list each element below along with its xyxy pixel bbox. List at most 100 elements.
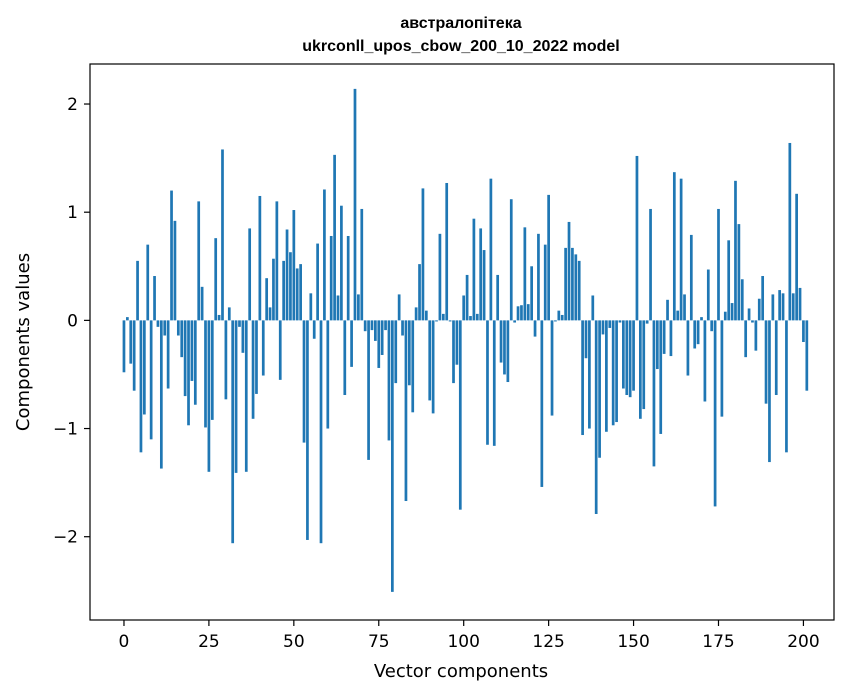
- bar: [329, 235, 333, 321]
- bar: [475, 313, 479, 321]
- bar: [577, 260, 581, 321]
- bar: [333, 154, 336, 321]
- bar: [710, 320, 714, 332]
- bar: [486, 320, 489, 445]
- x-tick-label: 100: [447, 632, 479, 652]
- bar: [757, 298, 761, 321]
- y-tick-label: −2: [53, 528, 78, 548]
- bar: [737, 224, 741, 321]
- bar: [720, 320, 724, 417]
- x-tick-label: 50: [283, 632, 305, 652]
- y-tick-label: 2: [67, 95, 78, 115]
- bar: [751, 320, 754, 323]
- bar: [683, 294, 686, 321]
- bar: [309, 293, 313, 321]
- bar: [394, 320, 398, 384]
- bar: [397, 294, 401, 321]
- bar: [669, 320, 673, 357]
- bar: [126, 317, 129, 321]
- bar: [764, 320, 768, 404]
- bar: [306, 320, 309, 540]
- bar: [132, 320, 136, 391]
- y-tick-label: 0: [67, 311, 78, 331]
- bar: [774, 320, 778, 396]
- bar: [445, 182, 449, 321]
- bar: [129, 320, 133, 364]
- bar: [407, 320, 411, 386]
- bar: [622, 320, 625, 389]
- bar: [159, 320, 163, 469]
- bar: [455, 320, 459, 365]
- bar: [672, 172, 676, 321]
- bar: [377, 320, 381, 368]
- bar: [275, 201, 279, 321]
- bar: [153, 276, 156, 321]
- bar: [431, 320, 435, 414]
- bar: [730, 303, 734, 321]
- bar: [662, 320, 666, 354]
- bar: [187, 320, 190, 426]
- bar: [435, 320, 438, 322]
- bar: [554, 320, 557, 322]
- bar: [346, 235, 350, 321]
- bar: [513, 320, 517, 323]
- bar: [550, 320, 554, 416]
- bar: [289, 252, 292, 321]
- bar: [367, 320, 370, 460]
- bar: [224, 320, 228, 400]
- bar: [458, 320, 462, 510]
- bar: [723, 311, 727, 321]
- bar: [533, 320, 537, 337]
- bar: [516, 306, 520, 321]
- bar: [601, 320, 605, 335]
- bar: [265, 278, 269, 321]
- bar: [268, 307, 272, 321]
- bar: [340, 205, 343, 321]
- bar: [788, 142, 792, 321]
- x-tick-label: 125: [532, 632, 564, 652]
- bar: [605, 320, 608, 432]
- bar: [200, 286, 204, 321]
- bar: [564, 247, 567, 321]
- bar: [343, 320, 347, 396]
- bar: [503, 320, 506, 375]
- bar: [649, 208, 652, 321]
- bar: [469, 316, 472, 321]
- bar: [625, 320, 629, 396]
- bar: [594, 320, 598, 514]
- bar: [608, 320, 612, 328]
- bar: [170, 190, 173, 321]
- bar: [292, 210, 296, 321]
- bar: [761, 276, 765, 321]
- x-tick-label: 25: [198, 632, 220, 652]
- bar: [679, 178, 683, 321]
- bar: [537, 233, 540, 321]
- bar: [588, 320, 591, 429]
- bar: [384, 320, 387, 331]
- bar: [173, 220, 177, 321]
- bar: [571, 247, 574, 321]
- bar: [357, 294, 360, 321]
- bar: [139, 320, 143, 453]
- bar: [560, 314, 564, 321]
- bar: [523, 227, 527, 321]
- bar: [771, 294, 775, 321]
- x-tick-label: 150: [617, 632, 649, 652]
- bar: [492, 320, 496, 446]
- bar: [360, 208, 364, 321]
- bar: [795, 193, 798, 321]
- x-axis-label: Vector components: [374, 661, 548, 682]
- bar: [176, 320, 180, 336]
- x-tick-label: 75: [368, 632, 390, 652]
- y-tick-label: −1: [53, 420, 78, 440]
- bar: [272, 258, 275, 321]
- bar: [591, 295, 595, 321]
- bar: [204, 320, 207, 428]
- chart-title-line1: австралопітека: [400, 15, 521, 32]
- bar: [655, 320, 659, 370]
- bar: [221, 149, 224, 321]
- bar: [146, 244, 150, 321]
- bar: [686, 320, 690, 376]
- bar: [238, 320, 241, 327]
